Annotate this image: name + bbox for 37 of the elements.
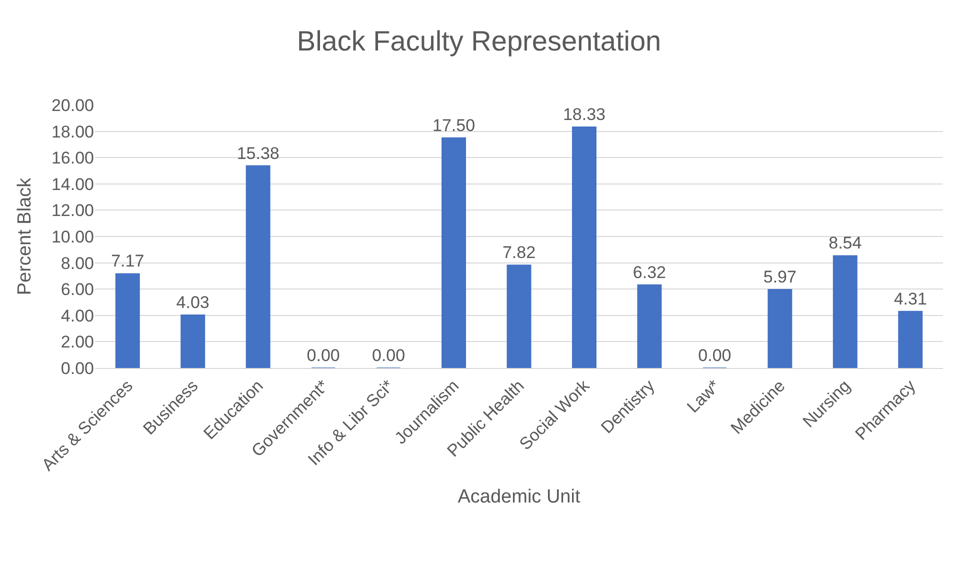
x-axis-title: Academic Unit (458, 486, 581, 508)
data-label: 0.00 (372, 346, 406, 365)
y-tick-label: 18.00 (51, 122, 94, 142)
data-label: 17.50 (432, 116, 476, 135)
bar (442, 137, 466, 368)
y-tick-label: 16.00 (51, 148, 94, 168)
data-label: 7.82 (502, 243, 536, 262)
bar (768, 288, 792, 368)
y-tick-label: 4.00 (60, 306, 94, 326)
data-label: 6.32 (632, 262, 666, 282)
bar (572, 126, 596, 368)
data-label: 18.33 (562, 104, 606, 124)
y-tick-label: 14.00 (51, 174, 94, 194)
y-tick-label: 0.00 (60, 358, 94, 378)
y-tick-label: 8.00 (60, 254, 94, 273)
y-tick-label: 10.00 (51, 227, 94, 246)
chart-title: Black Faculty Representation (296, 25, 662, 56)
data-label: 0.00 (306, 346, 340, 365)
data-label: 5.97 (763, 267, 796, 286)
y-tick-label: 2.00 (60, 332, 94, 352)
bar (246, 165, 270, 368)
y-axis-title: Percent Black (14, 177, 36, 296)
bar (898, 310, 923, 368)
y-tick-label: 12.00 (51, 201, 94, 220)
data-label: 4.31 (894, 289, 927, 308)
y-tick-label: 20.00 (51, 96, 94, 115)
bar (506, 264, 532, 368)
data-label: 7.17 (111, 252, 144, 271)
data-label: 8.54 (828, 234, 862, 253)
y-tick-label: 6.00 (60, 280, 94, 300)
data-label: 4.03 (176, 293, 210, 312)
bar (637, 284, 662, 368)
data-label: 0.00 (698, 346, 732, 365)
bar (115, 273, 140, 368)
bar (832, 255, 858, 368)
bar (180, 314, 206, 368)
data-label: 15.38 (236, 144, 280, 163)
